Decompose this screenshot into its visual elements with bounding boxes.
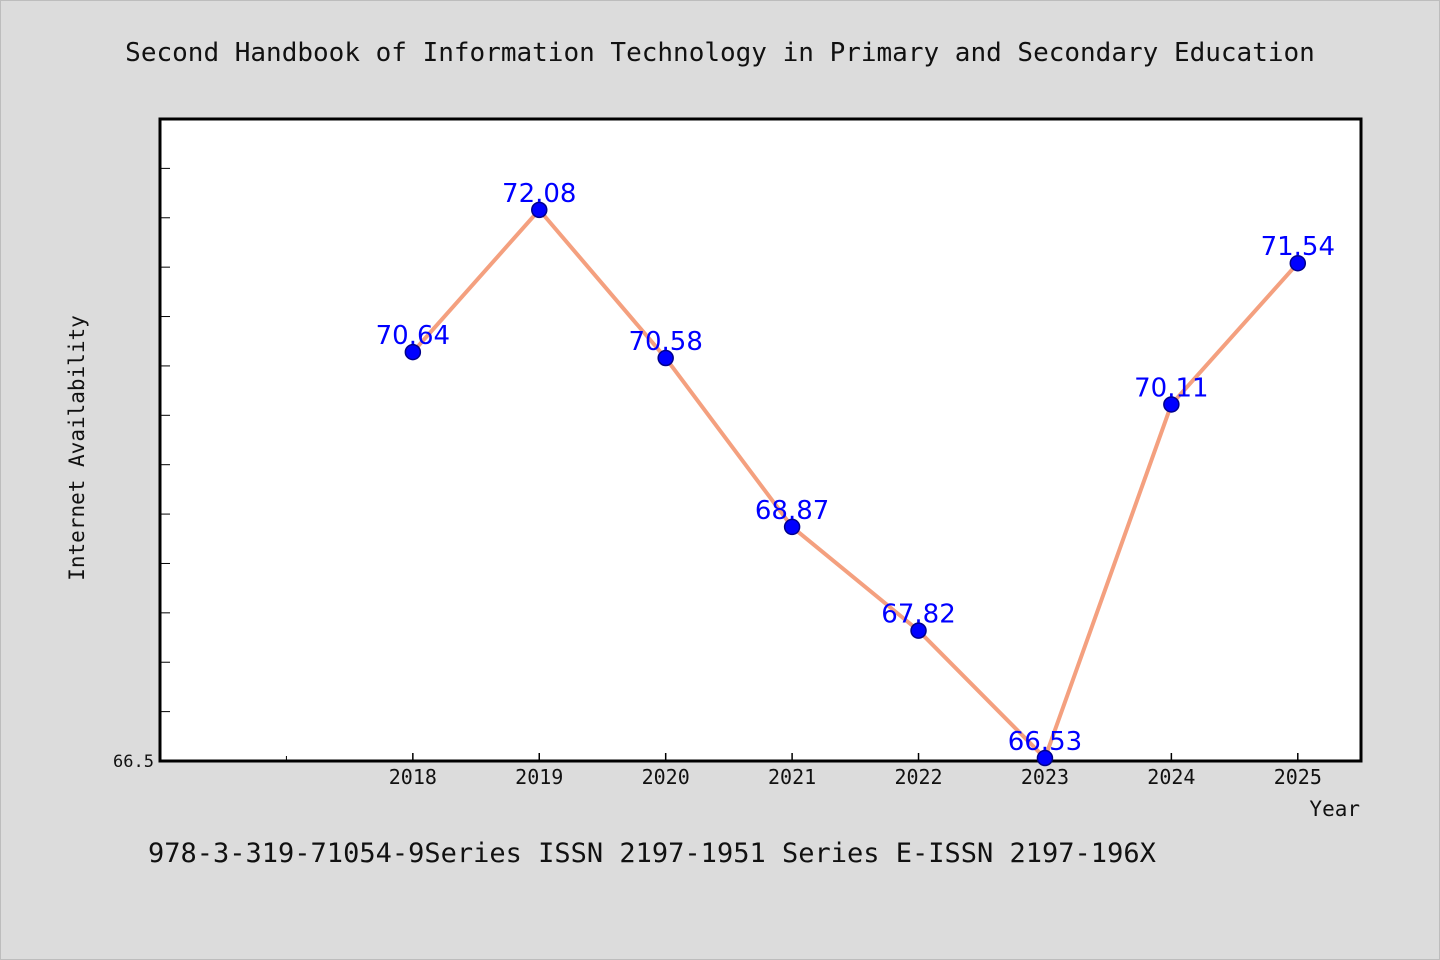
x-axis-ticks: 2018 2019 2020 2021 2022 2023 2024 2025 bbox=[159, 753, 1322, 789]
data-label: 68.87 bbox=[755, 496, 829, 526]
data-point bbox=[1163, 396, 1180, 413]
x-tick-label: 2022 bbox=[894, 765, 942, 789]
x-tick-label: 2023 bbox=[1021, 765, 1069, 789]
x-tick-label: 2024 bbox=[1147, 765, 1195, 789]
data-point bbox=[531, 201, 548, 219]
data-point bbox=[657, 349, 674, 367]
data-label: 66.53 bbox=[1008, 727, 1082, 757]
y-tick-label-min: 66.5 bbox=[113, 752, 154, 772]
x-tick-label: 2019 bbox=[515, 765, 563, 789]
x-axis-label: Year bbox=[1309, 797, 1360, 821]
x-tick-label: 2020 bbox=[642, 765, 690, 789]
data-labels: 70.64 72.08 70.58 68.87 67.82 66.53 70.11 71.54 bbox=[376, 179, 1335, 757]
data-label: 67.82 bbox=[881, 600, 955, 630]
data-label: 70.11 bbox=[1134, 373, 1208, 403]
data-point bbox=[404, 343, 422, 361]
data-label: 70.58 bbox=[628, 327, 702, 357]
y-axis-label: Internet Availability bbox=[65, 315, 89, 581]
series-line bbox=[410, 207, 1300, 761]
x-tick-label: 2025 bbox=[1274, 765, 1322, 789]
data-point bbox=[1289, 254, 1307, 272]
chart-title: Second Handbook of Information Technolog… bbox=[125, 38, 1315, 68]
data-label: 72.08 bbox=[502, 179, 576, 209]
data-markers bbox=[404, 201, 1307, 767]
plot-area bbox=[158, 117, 1363, 763]
data-label: 70.64 bbox=[376, 321, 450, 351]
x-tick-label: 2018 bbox=[389, 765, 437, 789]
data-point bbox=[1036, 749, 1054, 767]
data-point bbox=[910, 622, 927, 639]
series-polyline bbox=[410, 207, 1300, 761]
footer-isbn-text: 978-3-319-71054-9Series ISSN 2197-1951 S… bbox=[148, 838, 1156, 869]
data-label: 71.54 bbox=[1261, 232, 1335, 262]
data-point bbox=[783, 518, 801, 536]
x-tick-label: 2021 bbox=[768, 765, 816, 789]
y-axis-ticks bbox=[160, 167, 170, 713]
